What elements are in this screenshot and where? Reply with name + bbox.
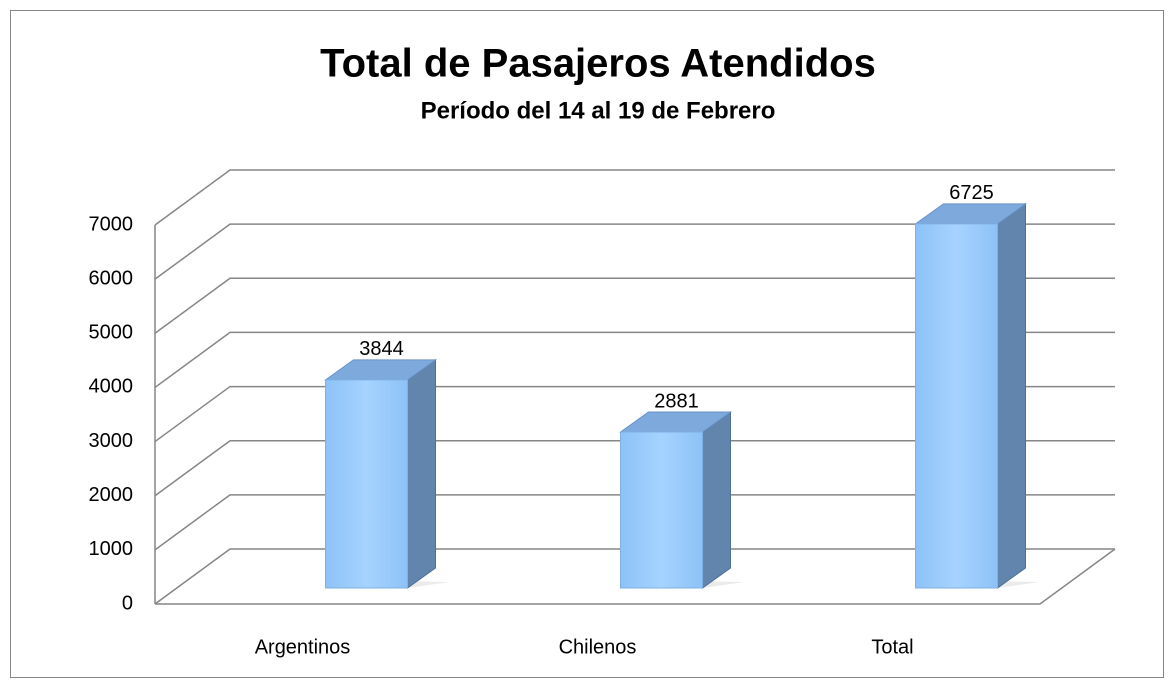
x-tick-label: Argentinos [255,636,351,658]
bar [913,202,1040,589]
chart-subtitle: Período del 14 al 19 de Febrero [421,97,776,124]
grid-line [154,223,1115,280]
y-tick-label: 1000 [89,538,134,560]
bar-side [407,358,436,589]
bar [323,358,450,589]
bar-side [997,202,1026,589]
value-label: 3844 [359,338,404,360]
y-tick-label: 3000 [89,430,134,452]
bar-front [915,223,998,589]
y-tick-label: 5000 [89,322,134,344]
x-tick-label: Chilenos [559,636,637,658]
grid-line [154,494,1115,551]
bar [618,411,745,589]
grid-line [154,548,1115,605]
y-tick-label: 4000 [89,376,134,398]
y-tick-label: 0 [122,592,133,614]
y-tick-label: 6000 [89,267,134,289]
y-tick-label: 2000 [89,484,134,506]
x-tick-label: Total [871,636,913,658]
bar-front [620,431,703,589]
y-tick-label: 7000 [89,213,134,235]
grid-line [154,439,1115,497]
grid-line [154,277,1115,334]
value-label: 6725 [949,182,994,204]
bar-side [702,411,731,589]
grid-line [154,385,1115,443]
grid-line [154,169,1115,226]
grid-line [154,331,1115,389]
bar-front [325,379,408,589]
chart-title: Total de Pasajeros Atendidos [320,42,876,86]
floor [155,548,1116,605]
value-label: 2881 [654,390,699,412]
